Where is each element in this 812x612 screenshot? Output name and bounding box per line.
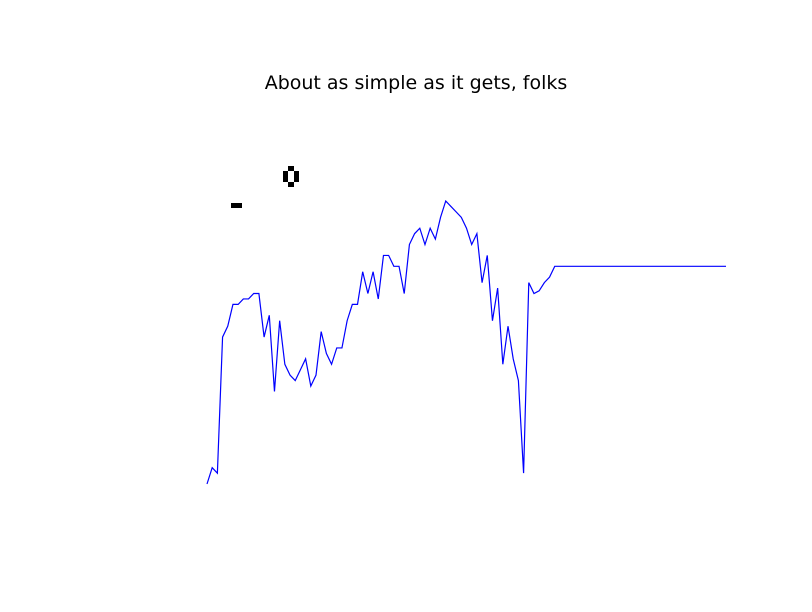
- pixel-glyph-zero: [283, 166, 299, 187]
- glyph-zero-left: [283, 171, 288, 182]
- glyph-zero-top: [288, 166, 294, 171]
- glyph-zero-bottom: [288, 182, 294, 187]
- glyph-zero-right: [294, 171, 299, 182]
- series-line-0: [206, 199, 726, 485]
- plot-area: [206, 199, 726, 485]
- chart-title: About as simple as it gets, folks: [265, 72, 568, 94]
- pixel-glyph-dash: [231, 203, 242, 208]
